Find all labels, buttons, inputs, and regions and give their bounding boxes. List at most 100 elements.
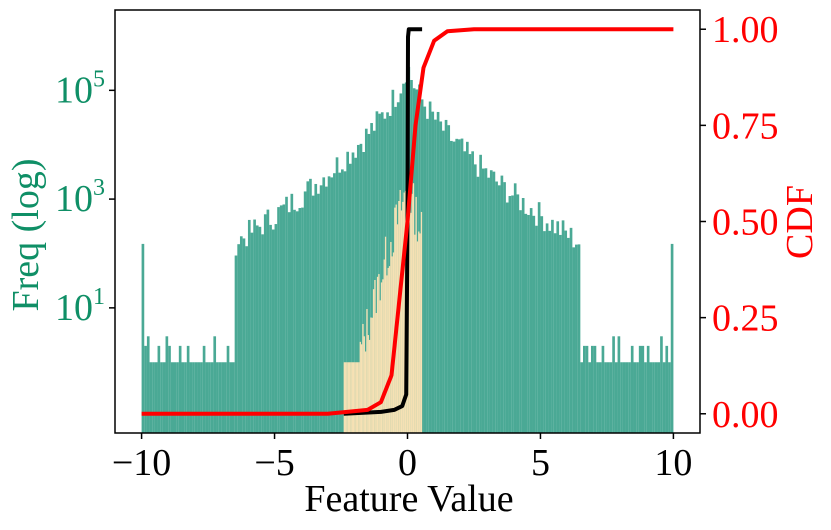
histogram-bar-subset [352,362,355,433]
histogram-bar-subset [345,362,347,433]
y-axis-label-left: Freq (log) [5,158,47,311]
x-tick-label: −10 [112,442,171,484]
histogram-bar [290,193,294,433]
histogram-bar [423,106,427,433]
histogram-bar [585,345,589,433]
histogram-bar [197,362,201,433]
histogram-bar [160,362,163,433]
y-left-tick-label: 101 [55,284,105,329]
x-axis-label: Feature Value [304,478,513,520]
histogram-bar [614,362,618,433]
histogram-bar [351,152,355,434]
histogram-bar-subset [343,362,346,433]
histogram-bar [216,362,219,433]
histogram-bar-subset [360,344,363,433]
histogram-bar-subset [412,183,415,433]
histogram-bar [466,141,469,433]
histogram-bar [354,157,357,433]
histogram-bar [633,362,637,433]
histogram-bar [513,183,517,433]
histogram-bar-subset [380,282,383,433]
histogram-bar-subset [375,312,377,433]
histogram-bar-subset [356,362,359,433]
histogram-bar [144,345,147,433]
histogram-bar-subset [359,341,361,433]
histogram-bar [314,183,318,433]
histogram-bar [575,244,578,433]
histogram-bar [489,170,493,433]
y-right-tick-label: 0.75 [712,105,779,147]
histogram-bar-subset [355,362,357,433]
histogram-bar [628,362,631,433]
histogram-bar [242,238,246,433]
histogram-bar [192,362,195,433]
y-right-tick-label: 0.50 [712,202,779,244]
histogram-bar [442,130,445,434]
histogram-bar [617,336,621,433]
histogram-bar [205,362,209,433]
histogram-bar [152,362,155,433]
histogram-bar [200,362,203,433]
histogram-bar [309,178,312,433]
histogram-bar [184,362,187,433]
axes: −10 −5 0 5 10 101 103 105 0.00 0.25 0.50 0.75 1.00 [55,9,779,484]
histogram-bar [471,151,474,433]
histogram-bar-subset [419,233,421,433]
histogram-bar [287,212,291,433]
histogram-bar [580,362,583,433]
histogram-bar [511,195,514,433]
histogram-bar [255,225,259,433]
histogram-bar [665,345,669,433]
histogram-bar [500,175,504,433]
histogram-bar [609,362,613,433]
y-left-tick-label: 105 [55,66,105,111]
histogram-bar-subset [383,259,385,433]
histogram-bar [378,113,381,433]
histogram-bar [444,119,448,433]
histogram-bar [436,111,440,433]
histogram-bar [162,362,166,433]
histogram-bar [556,221,560,433]
histogram-bar [463,151,466,433]
histogram-bar [173,362,177,433]
histogram-bar [455,138,459,433]
histogram-bar [335,157,339,434]
histogram-bar [460,138,464,433]
histogram-bar-subset [382,279,384,433]
histogram-bar [553,233,557,433]
cdf-line-black [343,27,423,416]
histogram-bar [569,227,573,433]
y-left-tick-label: 103 [55,175,105,220]
histogram-bar [590,345,594,433]
x-tick-label: 5 [531,442,550,484]
histogram-bar [622,362,626,433]
histogram-bar [234,255,238,433]
histogram-bar [503,182,506,433]
histogram-bar-subset [346,362,348,433]
histogram-bar [250,232,254,433]
histogram-bar [601,345,605,433]
histogram-bar [644,362,647,433]
histogram-bar [247,219,251,433]
histogram-bar [508,196,512,433]
histogram-bar-subset [354,362,356,433]
histogram-bar [306,181,310,433]
histogram-bar-subset [414,234,416,433]
histogram-bar-subset [420,211,423,433]
histogram-bar [186,345,190,433]
histogram-bar [527,214,530,433]
histogram-bar-subset [387,267,389,433]
histogram-bar [359,143,363,433]
histogram-bar [266,209,270,433]
histogram-bar [367,133,371,433]
histogram-bar [317,193,320,433]
histogram-bar [593,345,597,433]
histogram-bar [458,139,461,433]
histogram-bar [224,362,227,433]
histogram-bar [221,362,225,433]
histogram-bar [380,112,384,433]
histogram-bar [303,191,307,433]
histogram-bar-subset [394,207,396,433]
histogram-bar [654,362,658,433]
